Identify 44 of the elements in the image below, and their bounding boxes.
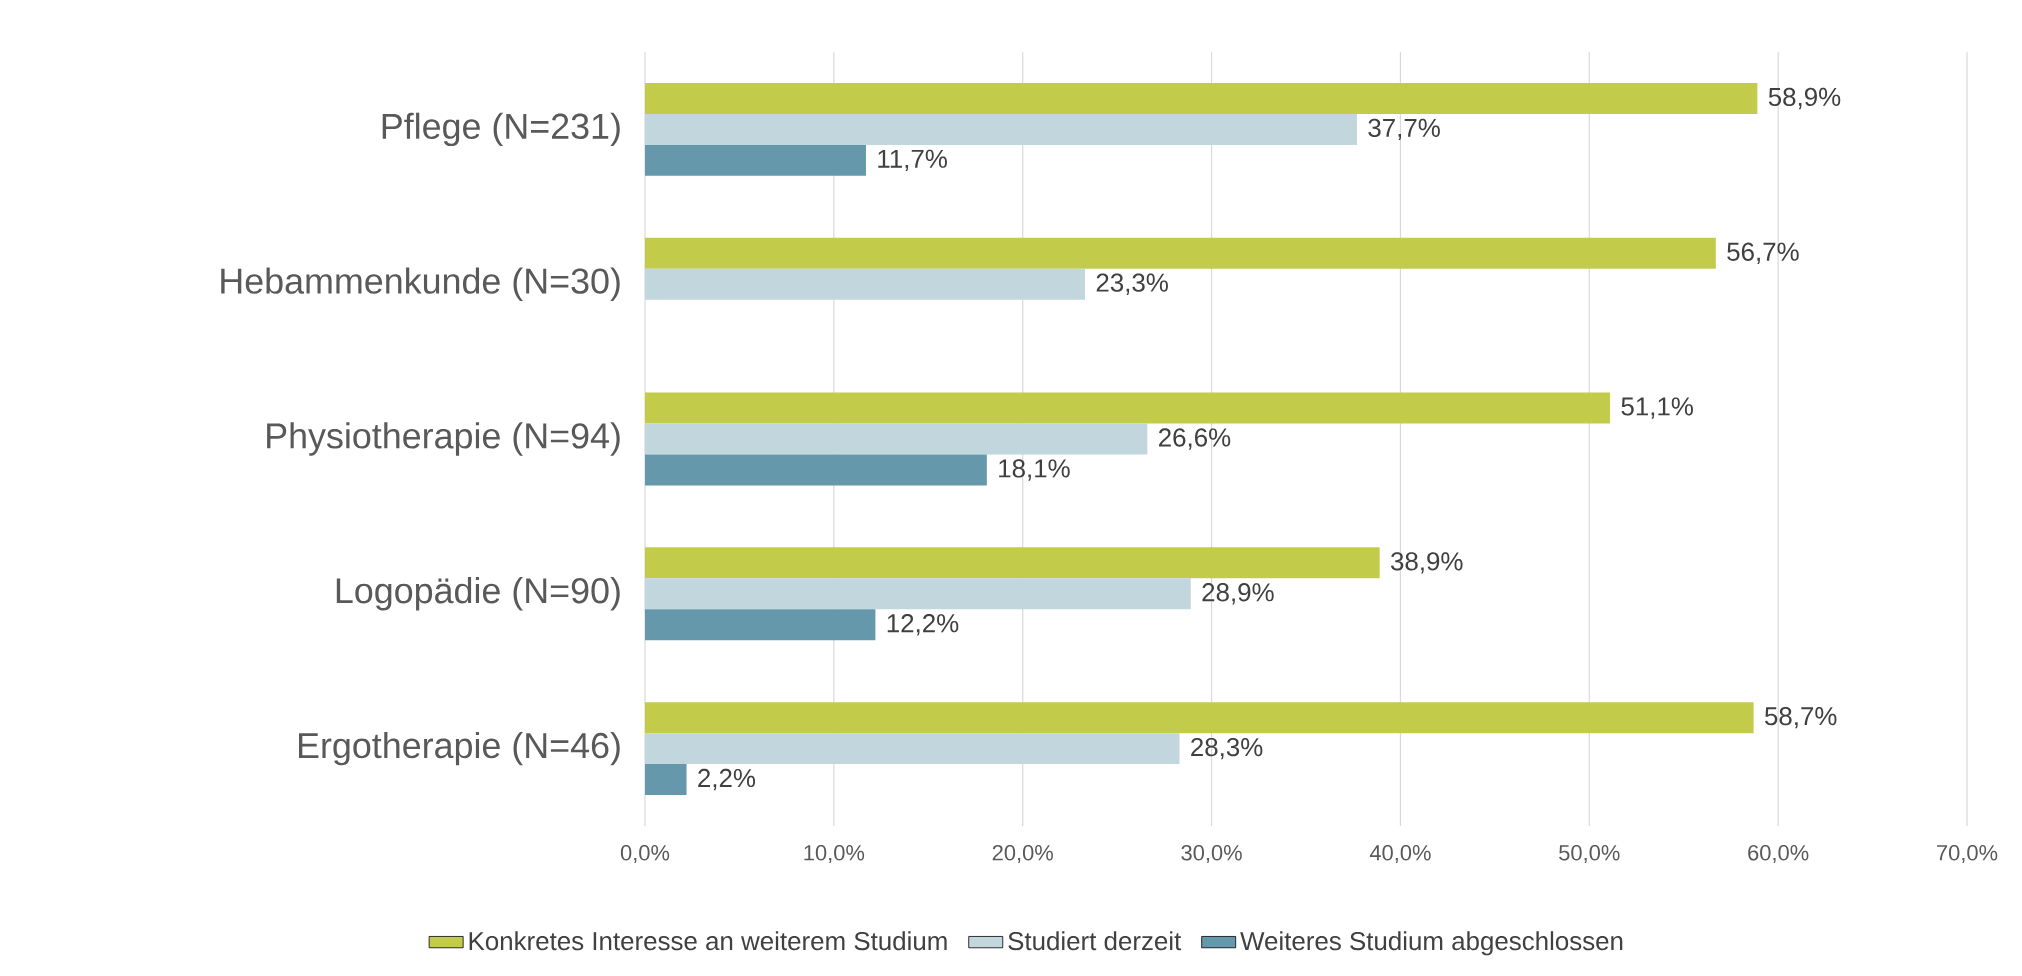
x-tick-label: 40,0% xyxy=(1369,845,1431,864)
legend-label: Studiert derzeit xyxy=(1008,931,1182,951)
bar xyxy=(645,733,1180,765)
bar xyxy=(645,578,1191,610)
data-label: 12,2% xyxy=(887,614,959,636)
x-tick-label: 50,0% xyxy=(1559,845,1620,864)
data-label: 56,7% xyxy=(1727,242,1799,264)
bar xyxy=(645,609,876,641)
x-tick-label: 10,0% xyxy=(804,845,865,864)
y-tick-label: Pflege (N=231) xyxy=(382,112,620,147)
y-tick-label: Logopädie (N=90) xyxy=(336,577,620,611)
data-label: 38,9% xyxy=(1391,552,1463,574)
data-label: 2,2% xyxy=(698,768,756,791)
data-label: 28,3% xyxy=(1191,737,1263,760)
bar xyxy=(645,237,1716,269)
bar xyxy=(645,392,1611,424)
data-label: 28,9% xyxy=(1202,583,1274,605)
data-label: 51,1% xyxy=(1621,397,1693,419)
y-tick-label: Physiotherapie (N=94) xyxy=(267,422,620,456)
x-tick-label: 20,0% xyxy=(992,845,1053,864)
bar xyxy=(645,764,687,796)
bar xyxy=(645,454,987,486)
x-tick-label: 0,0% xyxy=(620,845,670,864)
y-tick-label: Ergotherapie (N=46) xyxy=(299,731,620,766)
x-tick-label: 60,0% xyxy=(1748,845,1809,864)
bar xyxy=(645,113,1357,145)
data-label: 37,7% xyxy=(1368,118,1440,141)
bar xyxy=(645,547,1380,579)
bar xyxy=(645,423,1148,455)
legend-label: Weiteres Studium abgeschlossen xyxy=(1240,931,1623,956)
bar xyxy=(645,82,1758,114)
data-label: 58,7% xyxy=(1764,706,1837,729)
bar xyxy=(645,144,866,176)
data-label: 58,9% xyxy=(1768,87,1841,110)
bar xyxy=(645,268,1086,300)
data-label: 23,3% xyxy=(1096,273,1168,295)
x-tick-label: 70,0% xyxy=(1937,845,1998,864)
y-tick-label: Hebammenkunde (N=30) xyxy=(221,267,620,301)
data-label: 18,1% xyxy=(999,459,1070,481)
x-tick-label: 30,0% xyxy=(1181,845,1242,864)
data-label: 11,7% xyxy=(878,149,947,171)
legend-label: Konkretes Interesse an weiterem Studium xyxy=(469,931,947,951)
data-label: 26,6% xyxy=(1159,428,1231,450)
bar xyxy=(645,702,1754,734)
